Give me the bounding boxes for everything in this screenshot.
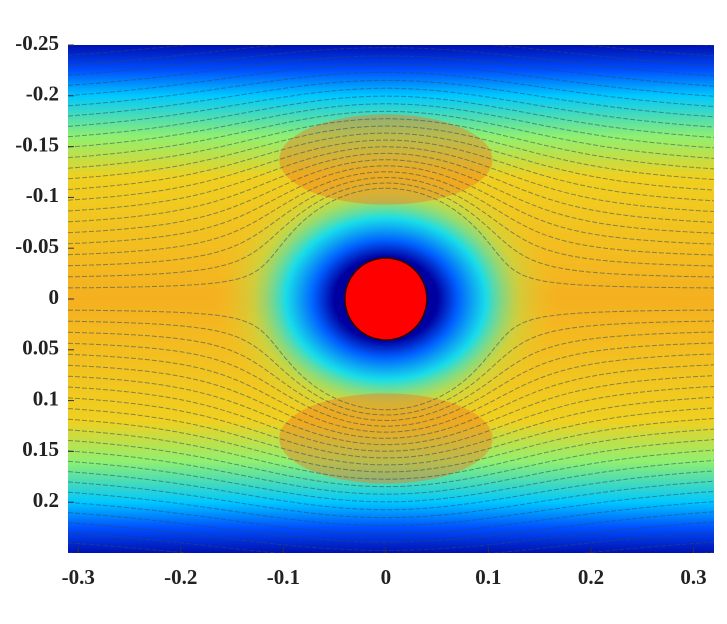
- streamline: [68, 118, 714, 170]
- streamline: [68, 87, 714, 128]
- streamline: [68, 449, 714, 495]
- streamline: [68, 511, 714, 543]
- y-tick-label: 0.05: [22, 336, 59, 360]
- streamline: [68, 353, 714, 433]
- y-tick-label: -0.15: [15, 132, 59, 156]
- streamline: [68, 45, 714, 47]
- streamline: [68, 5, 714, 26]
- y-tick-label: 0.1: [33, 386, 59, 410]
- streamline: [68, 79, 714, 118]
- y-tick-label: -0.05: [15, 234, 59, 258]
- streamline: [68, 45, 714, 67]
- streamline: [68, 171, 714, 256]
- streamline: [68, 490, 714, 527]
- x-tick-label: -0.1: [267, 565, 300, 589]
- streamline: [68, 364, 714, 439]
- streamline: [68, 521, 714, 551]
- streamline: [68, 125, 714, 180]
- streamline: [68, 55, 714, 87]
- streamline: [68, 182, 714, 278]
- streamline: [68, 152, 714, 223]
- streamline: [68, 531, 714, 553]
- streamline: [68, 428, 714, 480]
- streamline: [68, 480, 714, 519]
- x-tick-label: -0.3: [62, 565, 95, 589]
- streamline: [68, 187, 714, 289]
- streamline: [68, 14, 714, 36]
- streamline: [68, 139, 714, 202]
- streamline: [68, 165, 714, 245]
- x-tick-label: 0.1: [475, 565, 501, 589]
- streamline: [68, 331, 714, 422]
- y-tick-label: 0.15: [22, 437, 59, 461]
- streamline: [68, 320, 714, 416]
- streamline: [68, 418, 714, 473]
- streamline: [68, 396, 714, 459]
- y-tick-label: 0.2: [33, 488, 59, 512]
- cylinder: [344, 257, 428, 341]
- plot-area: [68, 5, 714, 553]
- x-tick-label: -0.2: [164, 565, 197, 589]
- x-tick-label: 0: [381, 565, 392, 589]
- streamline: [68, 342, 714, 427]
- streamline: [68, 309, 714, 411]
- streamline: [68, 470, 714, 511]
- streamline: [68, 159, 714, 234]
- x-tick-label: 0.3: [680, 565, 706, 589]
- y-tick-label: 0: [49, 285, 60, 309]
- y-tick-label: -0.1: [26, 183, 59, 207]
- streamline: [68, 71, 714, 108]
- streamline: [68, 407, 714, 466]
- streamline: [68, 176, 714, 267]
- streamline: [68, 375, 714, 446]
- streamline: [68, 501, 714, 535]
- streamline: [68, 541, 714, 553]
- streamline: [68, 45, 714, 57]
- x-tick-label: 0.2: [578, 565, 604, 589]
- streamline: [68, 439, 714, 488]
- streamline: [68, 132, 714, 191]
- streamline: [68, 47, 714, 77]
- streamline: [68, 63, 714, 97]
- streamline: [68, 386, 714, 452]
- y-tick-label: -0.2: [26, 82, 59, 106]
- streamline: [68, 95, 714, 138]
- streamline: [68, 110, 714, 159]
- streamline: [68, 460, 714, 503]
- y-tick-label: -0.25: [15, 31, 59, 55]
- streamline: [68, 103, 714, 149]
- streamline: [68, 146, 714, 212]
